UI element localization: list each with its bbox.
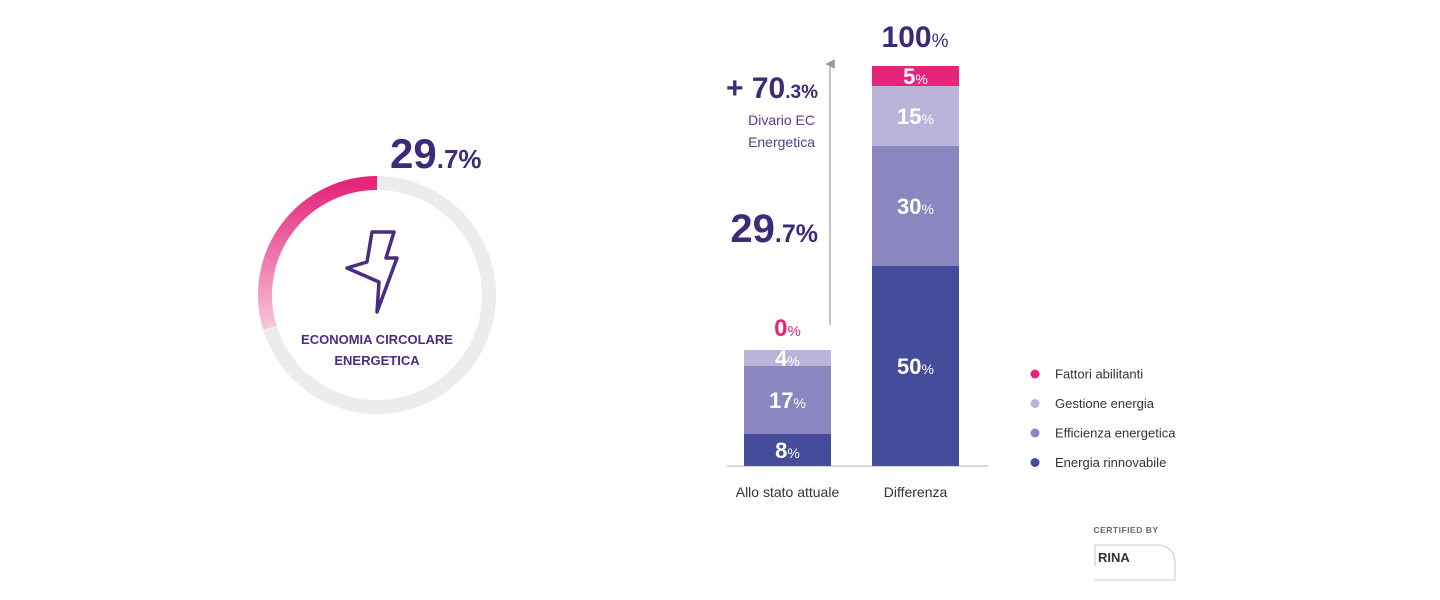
gauge-arc — [258, 176, 378, 330]
lightning-icon — [345, 230, 399, 314]
bar-segment — [744, 366, 831, 434]
segment-label: 5% — [903, 64, 928, 89]
segment-label: 4% — [775, 346, 800, 371]
segment-label: 8% — [775, 438, 800, 463]
bar-segment — [744, 434, 831, 466]
segment-label: 17% — [769, 388, 806, 413]
bar-segment — [872, 86, 959, 146]
legend-marker — [1030, 458, 1040, 467]
total-label: 29.7% — [730, 207, 818, 251]
bar-segment — [872, 146, 959, 266]
legend-label: Energia rinnovabile — [1055, 455, 1166, 470]
gap-text: Energetica — [748, 134, 815, 150]
badge-frame — [1094, 544, 1176, 581]
segment-label: 15% — [897, 104, 934, 129]
badge-logo: RINA — [1098, 550, 1130, 565]
legend-label: Gestione energia — [1055, 396, 1155, 411]
bar-segment — [744, 350, 831, 366]
legend-marker — [1030, 399, 1040, 408]
total-label: 100% — [882, 21, 949, 54]
x-tick-label: Differenza — [884, 484, 948, 500]
legend-label: Efficienza energetica — [1055, 426, 1176, 441]
gauge-label: ECONOMIA CIRCOLARE — [301, 332, 453, 347]
gauge-value: 29.7% — [390, 130, 482, 177]
legend-label: Fattori abilitanti — [1055, 367, 1143, 382]
certified-label: CERTIFIED BY — [1093, 525, 1158, 535]
legend-marker — [1030, 428, 1040, 438]
segment-label: 50% — [897, 354, 934, 379]
legend-marker — [1030, 369, 1040, 379]
bar-segment — [872, 266, 959, 466]
x-tick-label: Allo stato attuale — [736, 484, 840, 500]
gap-text: Divario EC — [748, 112, 815, 128]
segment-label: 30% — [897, 194, 934, 219]
gauge-label: ENERGETICA — [334, 353, 420, 368]
bar-segment — [872, 66, 959, 86]
segment-label: 0% — [774, 315, 801, 342]
gap-label: + 70.3% — [726, 72, 818, 105]
